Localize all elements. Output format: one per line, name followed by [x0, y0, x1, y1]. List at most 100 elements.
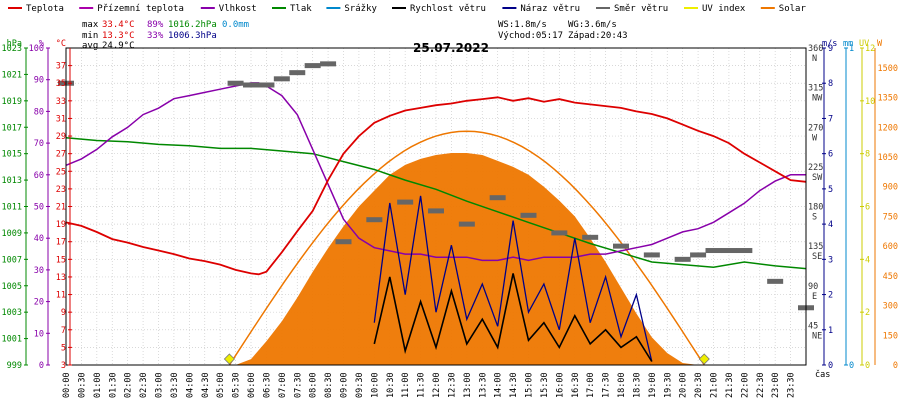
x-tick-label: 04:30 — [201, 372, 211, 398]
pressure-axis-tick-label: 1001 — [2, 335, 22, 345]
pressure-axis-tick-label: 1023 — [2, 44, 22, 54]
wind-direction-point — [258, 82, 275, 88]
x-tick-label: 20:00 — [679, 372, 689, 398]
x-tick-label: 07:30 — [293, 372, 303, 398]
temperature-axis-tick-label: 13 — [56, 273, 66, 283]
rain-axis-tick-label: 0 — [849, 361, 854, 371]
solar-axis-tick-label: 450 — [883, 272, 898, 282]
pressure-axis-tick-label: 1019 — [2, 97, 22, 107]
legend-label: Srážky — [344, 4, 377, 14]
temperature-axis-tick-label: 35 — [56, 79, 66, 89]
legend-label: Vlhkost — [219, 4, 257, 14]
temperature-axis-tick-label: 23 — [56, 185, 66, 195]
uv-axis-unit: UV — [859, 39, 869, 49]
x-tick-label: 12:00 — [432, 372, 442, 398]
temperature-line — [65, 96, 807, 276]
direction-tick-label: 270 — [808, 123, 823, 133]
direction-tick-name: SE — [812, 252, 822, 262]
wind-axis-unit: m/s — [822, 39, 837, 49]
temperature-axis-tick-label: 5 — [61, 343, 66, 353]
x-tick-label: 18:30 — [632, 372, 642, 398]
x-tick-label: 01:00 — [93, 372, 103, 398]
legend-label: Směr větru — [614, 4, 668, 14]
temperature-axis-unit: °C — [56, 39, 66, 49]
temperature-axis-tick-label: 7 — [61, 326, 66, 336]
wind-gust-line — [373, 195, 653, 362]
x-tick-label: 11:30 — [417, 372, 427, 398]
x-tick-label: 14:00 — [494, 372, 504, 398]
stat-min-press: 1006.3hPa — [168, 31, 217, 41]
pressure-axis-tick-label: 1005 — [2, 282, 22, 292]
direction-tick-name: N — [812, 54, 817, 64]
direction-tick-name: S — [812, 213, 817, 223]
pressure-axis-tick-label: 1007 — [2, 255, 22, 265]
direction-tick-name: SW — [812, 173, 823, 183]
direction-tick-name: NW — [812, 94, 823, 104]
wind-direction-point — [273, 76, 290, 82]
pressure-axis-tick-label: 999 — [7, 361, 22, 371]
pressure-axis-tick-label: 1021 — [2, 70, 22, 80]
wind-direction-point — [366, 217, 383, 223]
stats-block: max 33.4°C 89% 1016.2hPa 0.0mm min 13.3°C 33% 10… — [82, 20, 628, 51]
humidity-axis-tick-label: 100 — [29, 44, 44, 54]
wind-direction-point — [674, 256, 691, 262]
pressure-axis-tick-label: 1013 — [2, 176, 22, 186]
wind-direction-point — [397, 199, 414, 205]
stat-max-label: max — [82, 20, 99, 30]
pressure-axis-tick-label: 1011 — [2, 203, 22, 213]
humidity-axis-tick-label: 80 — [34, 107, 44, 117]
temperature-axis-tick-label: 3 — [61, 361, 66, 371]
x-tick-label: 03:30 — [170, 372, 180, 398]
x-tick-label: 15:00 — [525, 372, 535, 398]
x-tick-label: 00:00 — [62, 372, 72, 398]
rain-axis-tick-label: 1 — [849, 44, 854, 54]
wind-axis-tick-label: 6 — [828, 150, 833, 160]
uv-axis-tick-label: 0 — [865, 361, 870, 371]
uv-axis-tick-label: 10 — [865, 97, 875, 107]
wind-direction-point — [243, 82, 259, 88]
uv-axis-tick-label: 12 — [865, 44, 875, 54]
direction-tick-label: 315 — [808, 84, 823, 94]
plot-frame — [65, 47, 807, 366]
stat-min-temp: 13.3°C — [102, 31, 135, 41]
solar-axis-tick-label: 150 — [883, 331, 898, 341]
x-tick-label: 21:00 — [710, 372, 720, 398]
temperature-axis-tick-label: 33 — [56, 97, 66, 107]
direction-tick-label: 225 — [808, 163, 823, 173]
wind-speed-line — [373, 273, 653, 362]
humidity-axis-tick-label: 60 — [34, 171, 44, 181]
x-tick-label: 02:00 — [124, 372, 134, 398]
legend-label: Náraz větru — [520, 4, 580, 14]
x-tick-label: 15:30 — [540, 372, 550, 398]
uv-marker — [223, 353, 235, 365]
humidity-axis-tick-label: 10 — [34, 329, 44, 339]
wind-direction-point — [551, 230, 568, 236]
wind-direction-point — [720, 248, 737, 254]
wind-axis-tick-label: 9 — [828, 44, 833, 54]
pressure-axis-tick-label: 1017 — [2, 123, 22, 133]
wind-axis-tick-label: 1 — [828, 326, 833, 336]
direction-tick-name: NE — [812, 331, 822, 341]
solar-axis-tick-label: 600 — [883, 242, 898, 252]
x-tick-label: 19:00 — [648, 372, 658, 398]
stat-max-temp: 33.4°C — [102, 20, 135, 30]
x-tick-label: 22:30 — [756, 372, 766, 398]
x-tick-label: 13:00 — [463, 372, 473, 398]
stat-max-press: 1016.2hPa — [168, 20, 217, 30]
direction-tick-label: 90 — [808, 282, 818, 292]
humidity-axis-tick-label: 40 — [34, 234, 44, 244]
x-tick-label: 22:00 — [740, 372, 750, 398]
legend-label: Teplota — [26, 4, 64, 14]
x-tick-label: 06:30 — [262, 372, 272, 398]
x-tick-label: 14:30 — [509, 372, 519, 398]
solar-axis-tick-label: 1500 — [878, 64, 898, 74]
legend-label: UV index — [702, 4, 746, 14]
x-axis-label: čas — [815, 369, 830, 380]
wind-direction-point — [304, 63, 321, 69]
stat-sunset: Západ:20:43 — [568, 31, 628, 41]
stat-sunrise: Východ:05:17 — [498, 31, 563, 41]
wind-axis-tick-label: 4 — [828, 220, 833, 230]
series-layer — [58, 61, 814, 366]
uv-axis-tick-label: 4 — [865, 255, 870, 265]
